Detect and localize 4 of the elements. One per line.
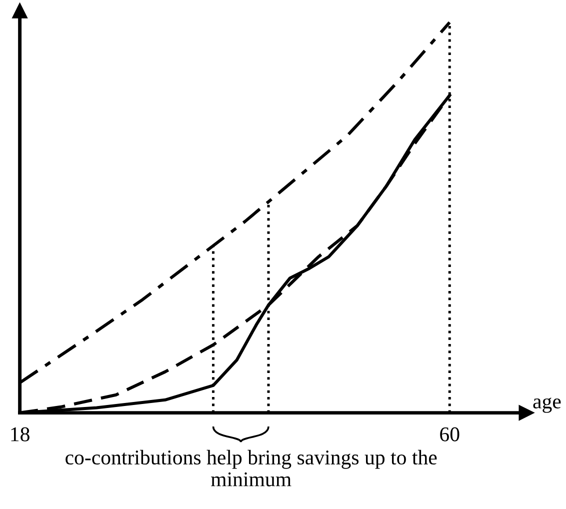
text: co-contributions help bring savings up to the minimum [66,450,437,486]
x-axis-title: age [533,398,561,413]
x-tick-label: 18 [11,427,30,442]
x-tick-label: 60 [440,427,460,442]
